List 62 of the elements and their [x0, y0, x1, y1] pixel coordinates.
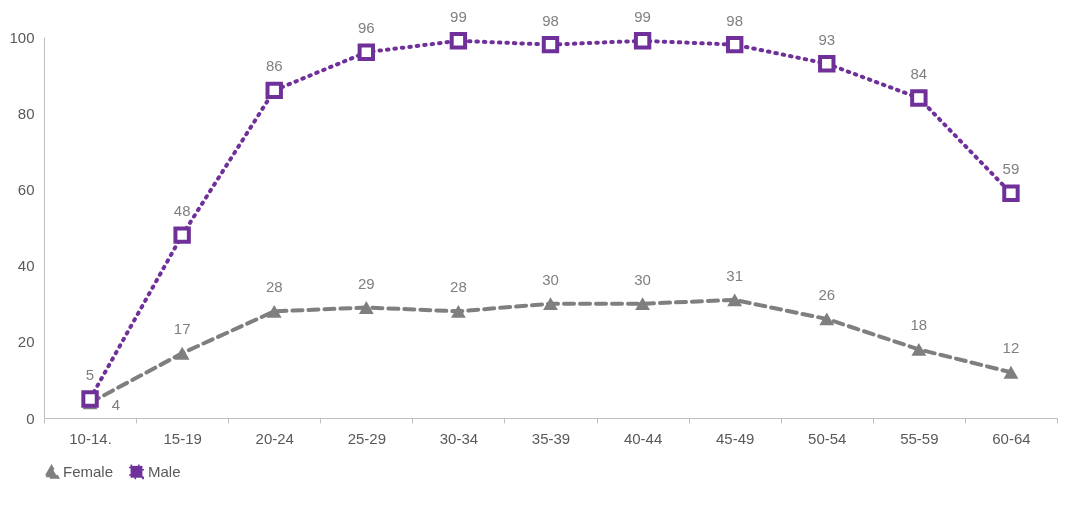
point	[633, 32, 652, 50]
data-label: 4	[111, 395, 121, 413]
x-tick-label: 15-19	[163, 429, 202, 447]
data-label: 98	[542, 11, 559, 29]
x-tick-label: 35-39	[531, 429, 571, 447]
point	[173, 226, 191, 244]
x-tick-label: 60-64	[992, 429, 1031, 447]
point	[725, 35, 744, 54]
y-tick-label: 80	[17, 104, 35, 122]
point	[174, 346, 190, 360]
x-tick-label: 50-54	[808, 429, 847, 447]
point	[911, 343, 927, 356]
x-tick-label: 55-59	[900, 429, 939, 447]
point	[543, 297, 558, 311]
data-label: 12	[1002, 339, 1020, 357]
point	[449, 32, 468, 50]
y-tick-label: 20	[17, 333, 35, 351]
point	[450, 304, 466, 318]
y-tick-label: 0	[26, 409, 35, 427]
data-label: 18	[910, 316, 928, 334]
legend-label: Female	[63, 463, 114, 481]
data-label: 86	[265, 57, 283, 75]
data-label: 59	[1002, 160, 1020, 178]
data-label: 48	[173, 202, 191, 220]
data-label: 30	[634, 270, 651, 288]
point	[357, 43, 376, 61]
data-label: 5	[85, 365, 95, 383]
data-label: 17	[173, 320, 191, 338]
point	[910, 89, 928, 107]
point	[266, 304, 282, 318]
data-label: 99	[634, 7, 651, 25]
y-tick-label: 100	[9, 28, 35, 46]
data-label: 84	[910, 64, 928, 82]
data-label: 31	[726, 266, 744, 284]
x-tick-label: 40-44	[623, 429, 663, 447]
data-label: 99	[450, 7, 467, 25]
point	[358, 301, 374, 314]
x-tick-label: 20-24	[255, 429, 294, 447]
legend-label: Male	[148, 462, 181, 480]
data-label: 28	[450, 278, 467, 296]
y-tick-label: 40	[17, 257, 35, 275]
point	[81, 390, 99, 408]
y-tick-label: 60	[17, 180, 35, 198]
data-label: 29	[357, 274, 375, 292]
point	[635, 297, 651, 311]
data-label: 26	[818, 285, 836, 303]
point	[819, 312, 835, 326]
x-tick-label: 10-14.	[69, 429, 112, 447]
x-tick-label: 45-49	[715, 429, 755, 447]
x-tick-label: 30-34	[439, 429, 479, 447]
data-label: 30	[542, 270, 559, 288]
point	[727, 293, 743, 307]
data-label: 93	[818, 30, 836, 48]
data-label: 98	[726, 11, 744, 29]
point	[265, 81, 283, 100]
data-label: 28	[265, 278, 283, 296]
point	[541, 35, 560, 54]
point	[1002, 184, 1020, 202]
point	[1003, 365, 1019, 379]
point	[818, 54, 836, 73]
x-tick-label: 25-29	[347, 429, 387, 447]
data-label: 96	[357, 19, 375, 37]
